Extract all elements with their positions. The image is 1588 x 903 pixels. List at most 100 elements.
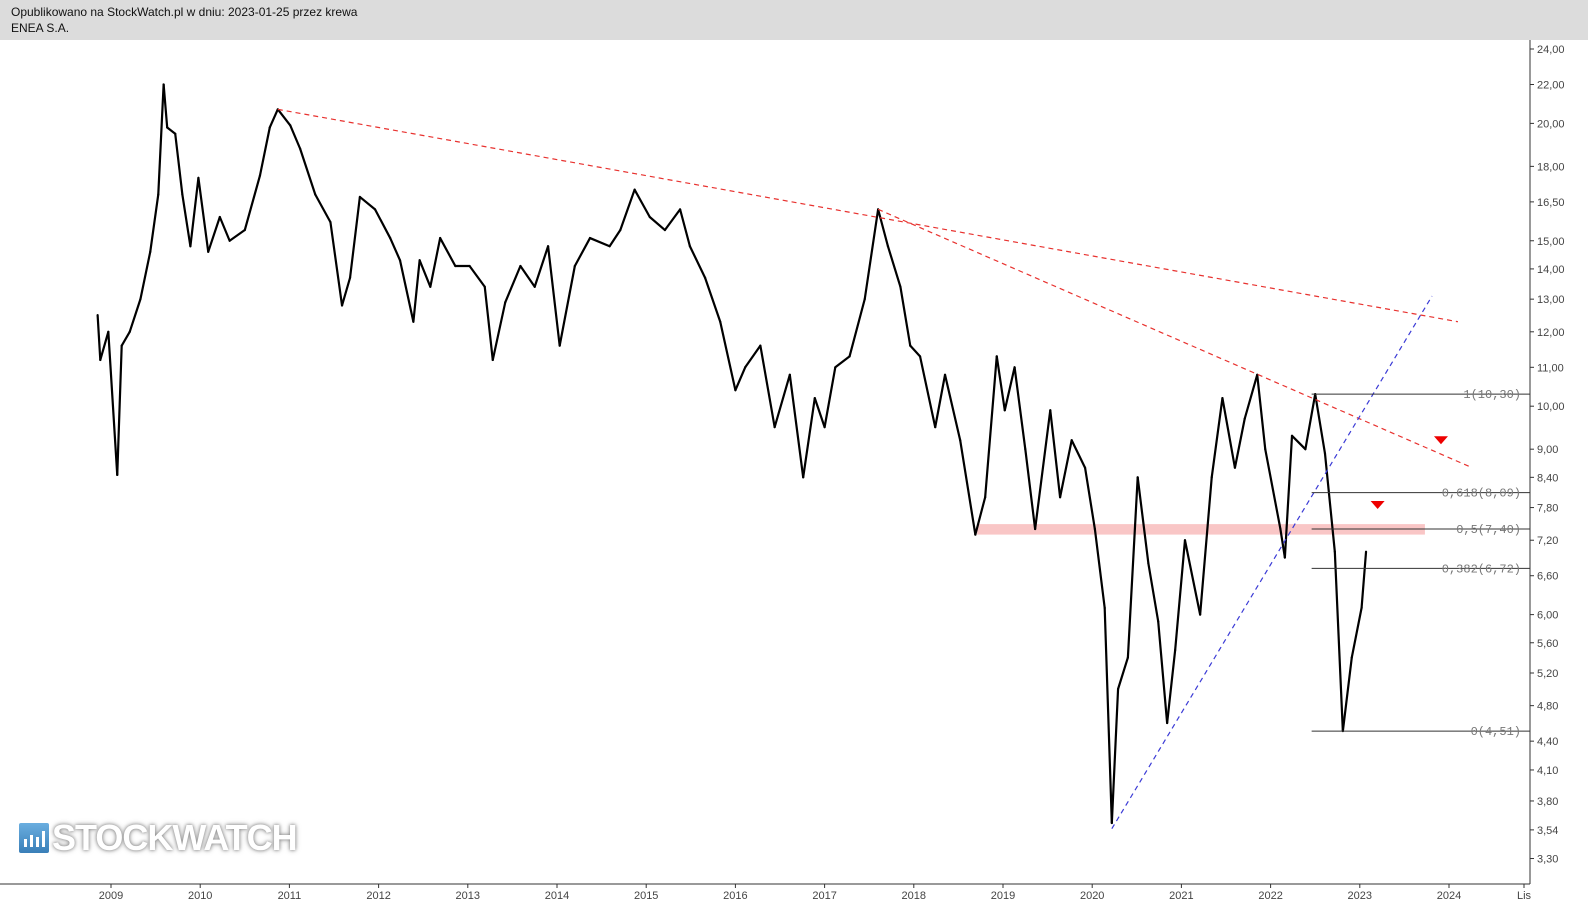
price-segment [1264, 448, 1282, 531]
price-segment [491, 301, 507, 362]
price-segment [268, 108, 279, 129]
price-segment [619, 188, 636, 232]
price-segment [633, 188, 651, 219]
y-tick-label: 3,30 [1537, 854, 1558, 866]
price-segment [1183, 539, 1202, 616]
y-tick-label: 16,50 [1537, 197, 1565, 209]
price-segment [688, 245, 707, 279]
price-segment [648, 215, 667, 232]
x-tick-label: 2020 [1080, 890, 1104, 902]
trendline-1 [877, 208, 1473, 469]
fib-level-label: 0,5(7,40) [1456, 523, 1521, 537]
price-segment [959, 439, 977, 536]
price-segment [546, 245, 561, 347]
price-segment [995, 355, 1006, 412]
price-segment [1093, 527, 1106, 609]
x-tick-label: 2018 [902, 890, 926, 902]
price-segment [1013, 366, 1027, 451]
published-info: Opublikowano na StockWatch.pl w dniu: 20… [11, 5, 358, 19]
x-tick-label: 2011 [278, 890, 302, 902]
price-segment [439, 236, 457, 268]
price-segment [1174, 539, 1187, 652]
price-segment [289, 124, 302, 150]
price-segment [1083, 466, 1096, 531]
price-segment [934, 373, 947, 429]
x-tick-label: 2013 [456, 890, 480, 902]
price-segment [719, 320, 737, 392]
stockwatch-logo: STOCKWATCH [19, 817, 298, 858]
price-segment [276, 108, 292, 127]
price-segment [197, 176, 210, 253]
price-segment [1360, 550, 1368, 609]
price-segment [813, 397, 826, 429]
price-segment [1024, 448, 1037, 531]
price-segment [1221, 397, 1237, 469]
y-tick-label: 10,00 [1537, 401, 1565, 413]
y-tick-label: 15,00 [1537, 236, 1565, 248]
price-segment [207, 215, 221, 253]
x-tick-label: 2024 [1437, 890, 1461, 902]
price-segment [1049, 409, 1062, 499]
price-segment [418, 259, 432, 288]
price-segment [1243, 373, 1259, 420]
price-segment [189, 176, 200, 248]
price-segment [886, 245, 902, 288]
price-segment [984, 355, 998, 499]
price-segment [1314, 393, 1327, 455]
y-tick-label: 13,00 [1537, 294, 1565, 306]
price-segment [1323, 452, 1336, 553]
price-segment [1110, 687, 1120, 825]
price-segment [299, 147, 317, 196]
price-segment [1256, 373, 1267, 451]
price-segment [848, 298, 866, 358]
price-segment [909, 344, 922, 358]
x-tick-label: 2019 [991, 890, 1015, 902]
price-segment [412, 259, 421, 323]
price-segment [573, 236, 592, 268]
fib-level-label: 0,382(6,72) [1442, 562, 1521, 576]
price-segment [802, 397, 816, 479]
trendline-2 [1111, 295, 1433, 830]
price-segment [107, 330, 119, 477]
price-segment [139, 250, 152, 301]
price-segment [1157, 620, 1169, 725]
price-segment [483, 285, 494, 362]
x-tick-label: 2022 [1258, 890, 1282, 902]
y-tick-label: 5,60 [1537, 638, 1558, 650]
header-bar: Opublikowano na StockWatch.pl w dniu: 20… [0, 0, 1588, 40]
fib-level-label: 1(10,30) [1463, 388, 1521, 402]
price-segment [1070, 439, 1087, 469]
price-segment [243, 174, 262, 232]
price-segment [228, 228, 246, 242]
price-segment [389, 236, 402, 262]
price-segment [1210, 397, 1224, 479]
instrument-title: ENEA S.A. [11, 21, 70, 35]
sell-marker-triangle [1370, 500, 1385, 509]
x-tick-label: 2017 [812, 890, 836, 902]
y-tick-label: 6,00 [1537, 610, 1558, 622]
y-tick-label: 9,00 [1537, 444, 1558, 456]
price-segment [429, 236, 442, 288]
price-segment [468, 264, 486, 288]
y-tick-label: 7,80 [1537, 503, 1558, 515]
price-segment [877, 208, 890, 248]
price-segment [398, 259, 415, 323]
x-tick-label: 2014 [545, 890, 569, 902]
price-segment [166, 126, 177, 135]
bar-chart-icon [19, 823, 49, 853]
price-segment [519, 264, 536, 288]
y-tick-label: 18,00 [1537, 161, 1565, 173]
price-segment [1333, 550, 1344, 733]
price-segment [162, 83, 169, 129]
x-tick-label: 2012 [366, 890, 390, 902]
price-segment [1147, 562, 1160, 623]
price-segment [329, 221, 344, 307]
price-segment [533, 245, 550, 288]
price-segment [1283, 434, 1294, 559]
price-segment [1233, 417, 1246, 469]
y-tick-label: 24,00 [1537, 44, 1565, 56]
price-segment [181, 193, 192, 248]
y-tick-label: 6,60 [1537, 571, 1558, 583]
price-segment [823, 366, 837, 429]
